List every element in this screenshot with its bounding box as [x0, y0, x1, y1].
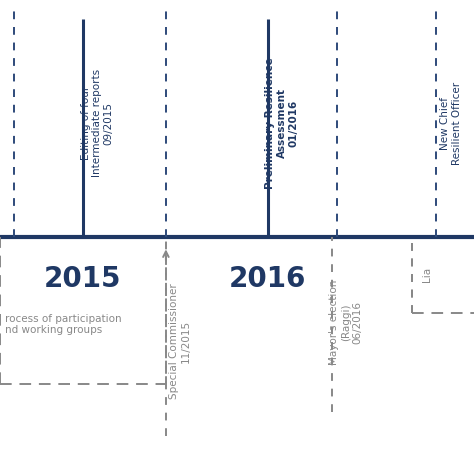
Text: Special Commissioner
11/2015: Special Commissioner 11/2015: [169, 283, 191, 399]
Text: rocess of participation
nd working groups: rocess of participation nd working group…: [5, 314, 121, 336]
Text: Mayor's election
(Raggi)
06/2016: Mayor's election (Raggi) 06/2016: [329, 280, 363, 365]
Text: Lia: Lia: [421, 267, 432, 283]
Text: Editing of four
Intermediate reports
09/2015: Editing of four Intermediate reports 09/…: [81, 69, 114, 177]
Text: New Chief
Resilient Officer: New Chief Resilient Officer: [440, 82, 462, 165]
Text: Preliminary Resilience
Assessment
01/2016: Preliminary Resilience Assessment 01/201…: [265, 57, 299, 189]
Text: 2015: 2015: [44, 265, 122, 293]
Text: 2016: 2016: [229, 265, 307, 293]
